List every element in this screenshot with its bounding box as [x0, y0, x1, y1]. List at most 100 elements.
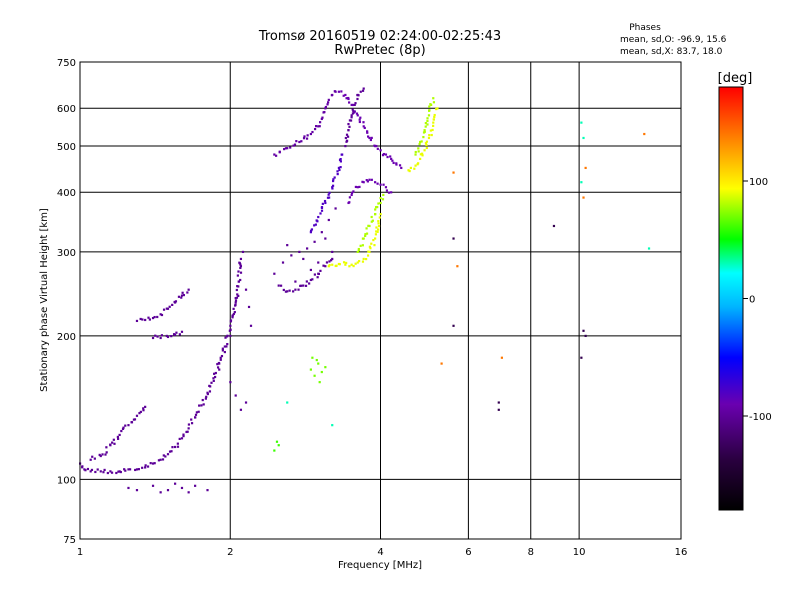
data-point	[331, 179, 335, 183]
data-point	[348, 119, 352, 122]
data-point	[161, 458, 165, 461]
data-point	[317, 261, 320, 264]
data-point	[151, 484, 155, 487]
data-point	[302, 284, 305, 287]
data-point	[374, 181, 377, 184]
data-point	[142, 409, 145, 412]
data-point	[237, 280, 240, 283]
data-point	[206, 391, 209, 394]
data-point	[202, 403, 205, 406]
data-point	[110, 471, 114, 474]
data-point	[368, 245, 371, 248]
data-point	[116, 435, 119, 439]
data-point	[395, 163, 398, 166]
data-point	[355, 112, 359, 115]
data-point	[378, 216, 381, 219]
data-point	[432, 124, 435, 127]
data-point	[366, 131, 369, 134]
data-point	[118, 470, 121, 473]
data-point	[331, 93, 334, 97]
data-point	[317, 362, 320, 365]
data-point	[338, 168, 341, 172]
data-point	[354, 185, 357, 189]
data-point	[428, 134, 431, 137]
data-point	[334, 207, 337, 210]
data-point	[102, 471, 105, 474]
data-point	[314, 223, 317, 226]
data-point	[331, 186, 334, 189]
data-point	[186, 430, 189, 433]
data-point	[147, 316, 150, 319]
data-point	[244, 288, 248, 291]
data-point	[294, 288, 297, 291]
data-point	[204, 397, 207, 400]
data-point	[330, 259, 333, 262]
data-point	[331, 263, 334, 266]
data-point	[166, 489, 170, 492]
data-point	[356, 250, 359, 254]
data-point	[580, 121, 583, 124]
data-point	[324, 201, 327, 205]
data-point	[374, 206, 378, 209]
data-point	[375, 144, 378, 148]
data-point	[116, 437, 120, 440]
data-point	[308, 282, 311, 285]
data-point	[275, 440, 279, 443]
data-point	[309, 268, 312, 272]
data-point	[359, 244, 362, 247]
data-point	[206, 489, 209, 492]
data-point	[106, 471, 109, 475]
data-point	[229, 324, 232, 327]
data-point	[217, 361, 220, 365]
data-point	[425, 146, 428, 150]
data-point	[348, 125, 351, 128]
data-point	[298, 250, 301, 254]
data-point	[381, 198, 385, 201]
data-point	[365, 257, 368, 261]
data-point	[213, 372, 216, 375]
data-point	[359, 116, 362, 119]
data-points	[79, 87, 651, 494]
stats-x-line: mean, sd,X: 83.7, 18.0	[620, 47, 723, 57]
data-point	[348, 196, 351, 199]
data-point	[315, 219, 318, 222]
data-point	[356, 186, 359, 189]
data-point	[324, 265, 327, 268]
data-point	[357, 247, 360, 251]
data-point	[218, 368, 221, 371]
data-point	[345, 97, 348, 100]
data-point	[166, 307, 170, 310]
data-point	[165, 334, 168, 338]
data-point	[366, 180, 369, 183]
data-point	[159, 336, 162, 340]
data-point	[319, 212, 322, 215]
data-point	[365, 227, 368, 230]
data-point	[219, 356, 222, 359]
data-point	[358, 120, 361, 124]
data-point	[236, 274, 239, 277]
data-point	[86, 467, 90, 471]
data-point	[357, 249, 360, 252]
data-point	[281, 261, 285, 264]
data-point	[180, 296, 183, 299]
data-point	[323, 110, 326, 114]
data-point	[421, 154, 424, 157]
data-point	[333, 176, 336, 179]
data-point	[425, 143, 428, 147]
data-point	[221, 349, 224, 352]
data-point	[419, 153, 422, 156]
data-point	[324, 366, 327, 369]
data-point	[232, 307, 235, 310]
data-point	[237, 285, 240, 288]
data-point	[234, 299, 238, 302]
data-point	[351, 112, 355, 115]
data-point	[208, 390, 212, 393]
data-point	[432, 101, 436, 104]
data-point	[99, 454, 102, 458]
data-point	[303, 135, 306, 138]
data-point	[166, 453, 170, 456]
data-point	[219, 358, 222, 361]
data-point	[351, 103, 354, 107]
y-tick-label: 500	[57, 142, 76, 153]
data-point	[432, 118, 435, 121]
